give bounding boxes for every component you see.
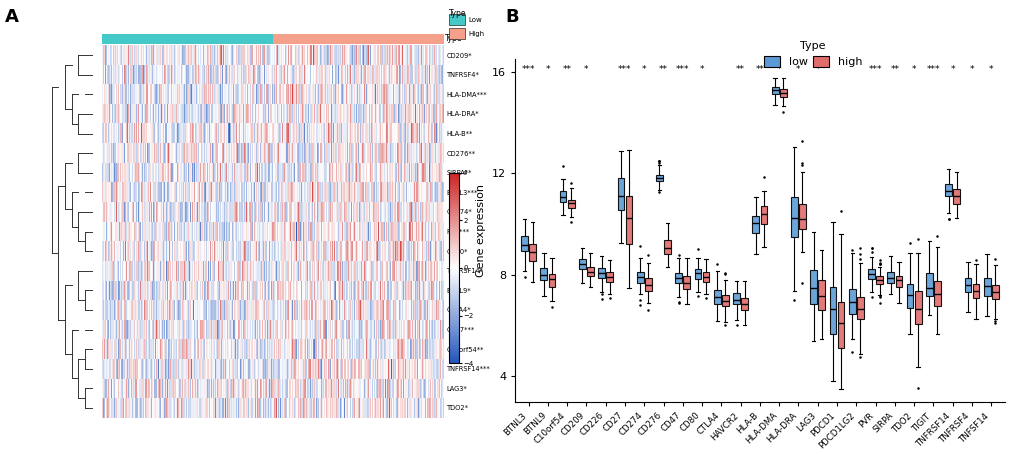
PathPatch shape [579,259,585,269]
Text: **: ** [736,65,745,74]
Text: *: * [545,65,549,74]
PathPatch shape [559,191,566,202]
PathPatch shape [964,278,970,292]
PathPatch shape [982,278,989,296]
PathPatch shape [837,302,844,348]
Text: *: * [641,65,646,74]
PathPatch shape [694,269,701,279]
PathPatch shape [655,175,662,182]
PathPatch shape [809,270,816,304]
Text: **: ** [658,65,667,74]
PathPatch shape [636,271,643,283]
PathPatch shape [817,281,824,311]
Text: Type: Type [445,34,463,43]
Text: *: * [950,65,954,74]
Text: ***: *** [522,65,535,74]
Text: *: * [969,65,973,74]
Text: **: ** [562,65,571,74]
Text: *: * [699,65,704,74]
Text: Type: Type [448,9,466,18]
PathPatch shape [587,267,593,276]
PathPatch shape [741,298,747,310]
Bar [448,28,465,39]
PathPatch shape [760,206,766,224]
Text: *: * [796,65,800,74]
PathPatch shape [856,296,863,320]
PathPatch shape [733,293,739,304]
PathPatch shape [914,291,920,324]
PathPatch shape [867,269,874,279]
PathPatch shape [598,268,604,278]
Legend: low, high: low, high [763,40,861,67]
PathPatch shape [702,272,709,281]
PathPatch shape [933,281,940,306]
PathPatch shape [875,276,882,284]
Text: ***: *** [868,65,881,74]
PathPatch shape [791,197,797,237]
Bar [448,14,465,25]
PathPatch shape [972,284,978,298]
Text: High: High [468,30,484,37]
Text: *: * [814,65,819,74]
Text: **: ** [755,65,763,74]
PathPatch shape [953,189,959,204]
PathPatch shape [887,272,894,283]
Text: ***: *** [925,65,940,74]
Text: ***: *** [676,65,689,74]
PathPatch shape [721,295,728,306]
PathPatch shape [713,290,720,304]
PathPatch shape [625,197,632,244]
Text: *: * [776,65,781,74]
PathPatch shape [798,204,805,229]
PathPatch shape [945,184,951,196]
PathPatch shape [616,178,624,210]
PathPatch shape [529,244,536,261]
PathPatch shape [605,272,612,281]
Text: *: * [911,65,915,74]
PathPatch shape [848,289,855,314]
PathPatch shape [521,236,528,251]
Text: *: * [988,65,993,74]
PathPatch shape [906,284,913,307]
PathPatch shape [895,276,902,287]
Text: *: * [584,65,588,74]
Y-axis label: Gene expression: Gene expression [476,184,486,277]
Text: **: ** [890,65,899,74]
PathPatch shape [540,268,546,280]
PathPatch shape [990,285,998,299]
PathPatch shape [548,275,554,286]
PathPatch shape [675,272,682,283]
Text: B: B [504,8,518,26]
PathPatch shape [771,87,777,94]
PathPatch shape [683,276,690,289]
PathPatch shape [780,89,786,97]
Text: ***: *** [618,65,631,74]
PathPatch shape [925,272,931,296]
PathPatch shape [644,278,651,291]
Text: A: A [5,8,19,26]
PathPatch shape [828,287,836,334]
PathPatch shape [752,216,758,232]
PathPatch shape [568,200,574,208]
Text: Low: Low [468,17,481,23]
PathPatch shape [663,240,671,254]
